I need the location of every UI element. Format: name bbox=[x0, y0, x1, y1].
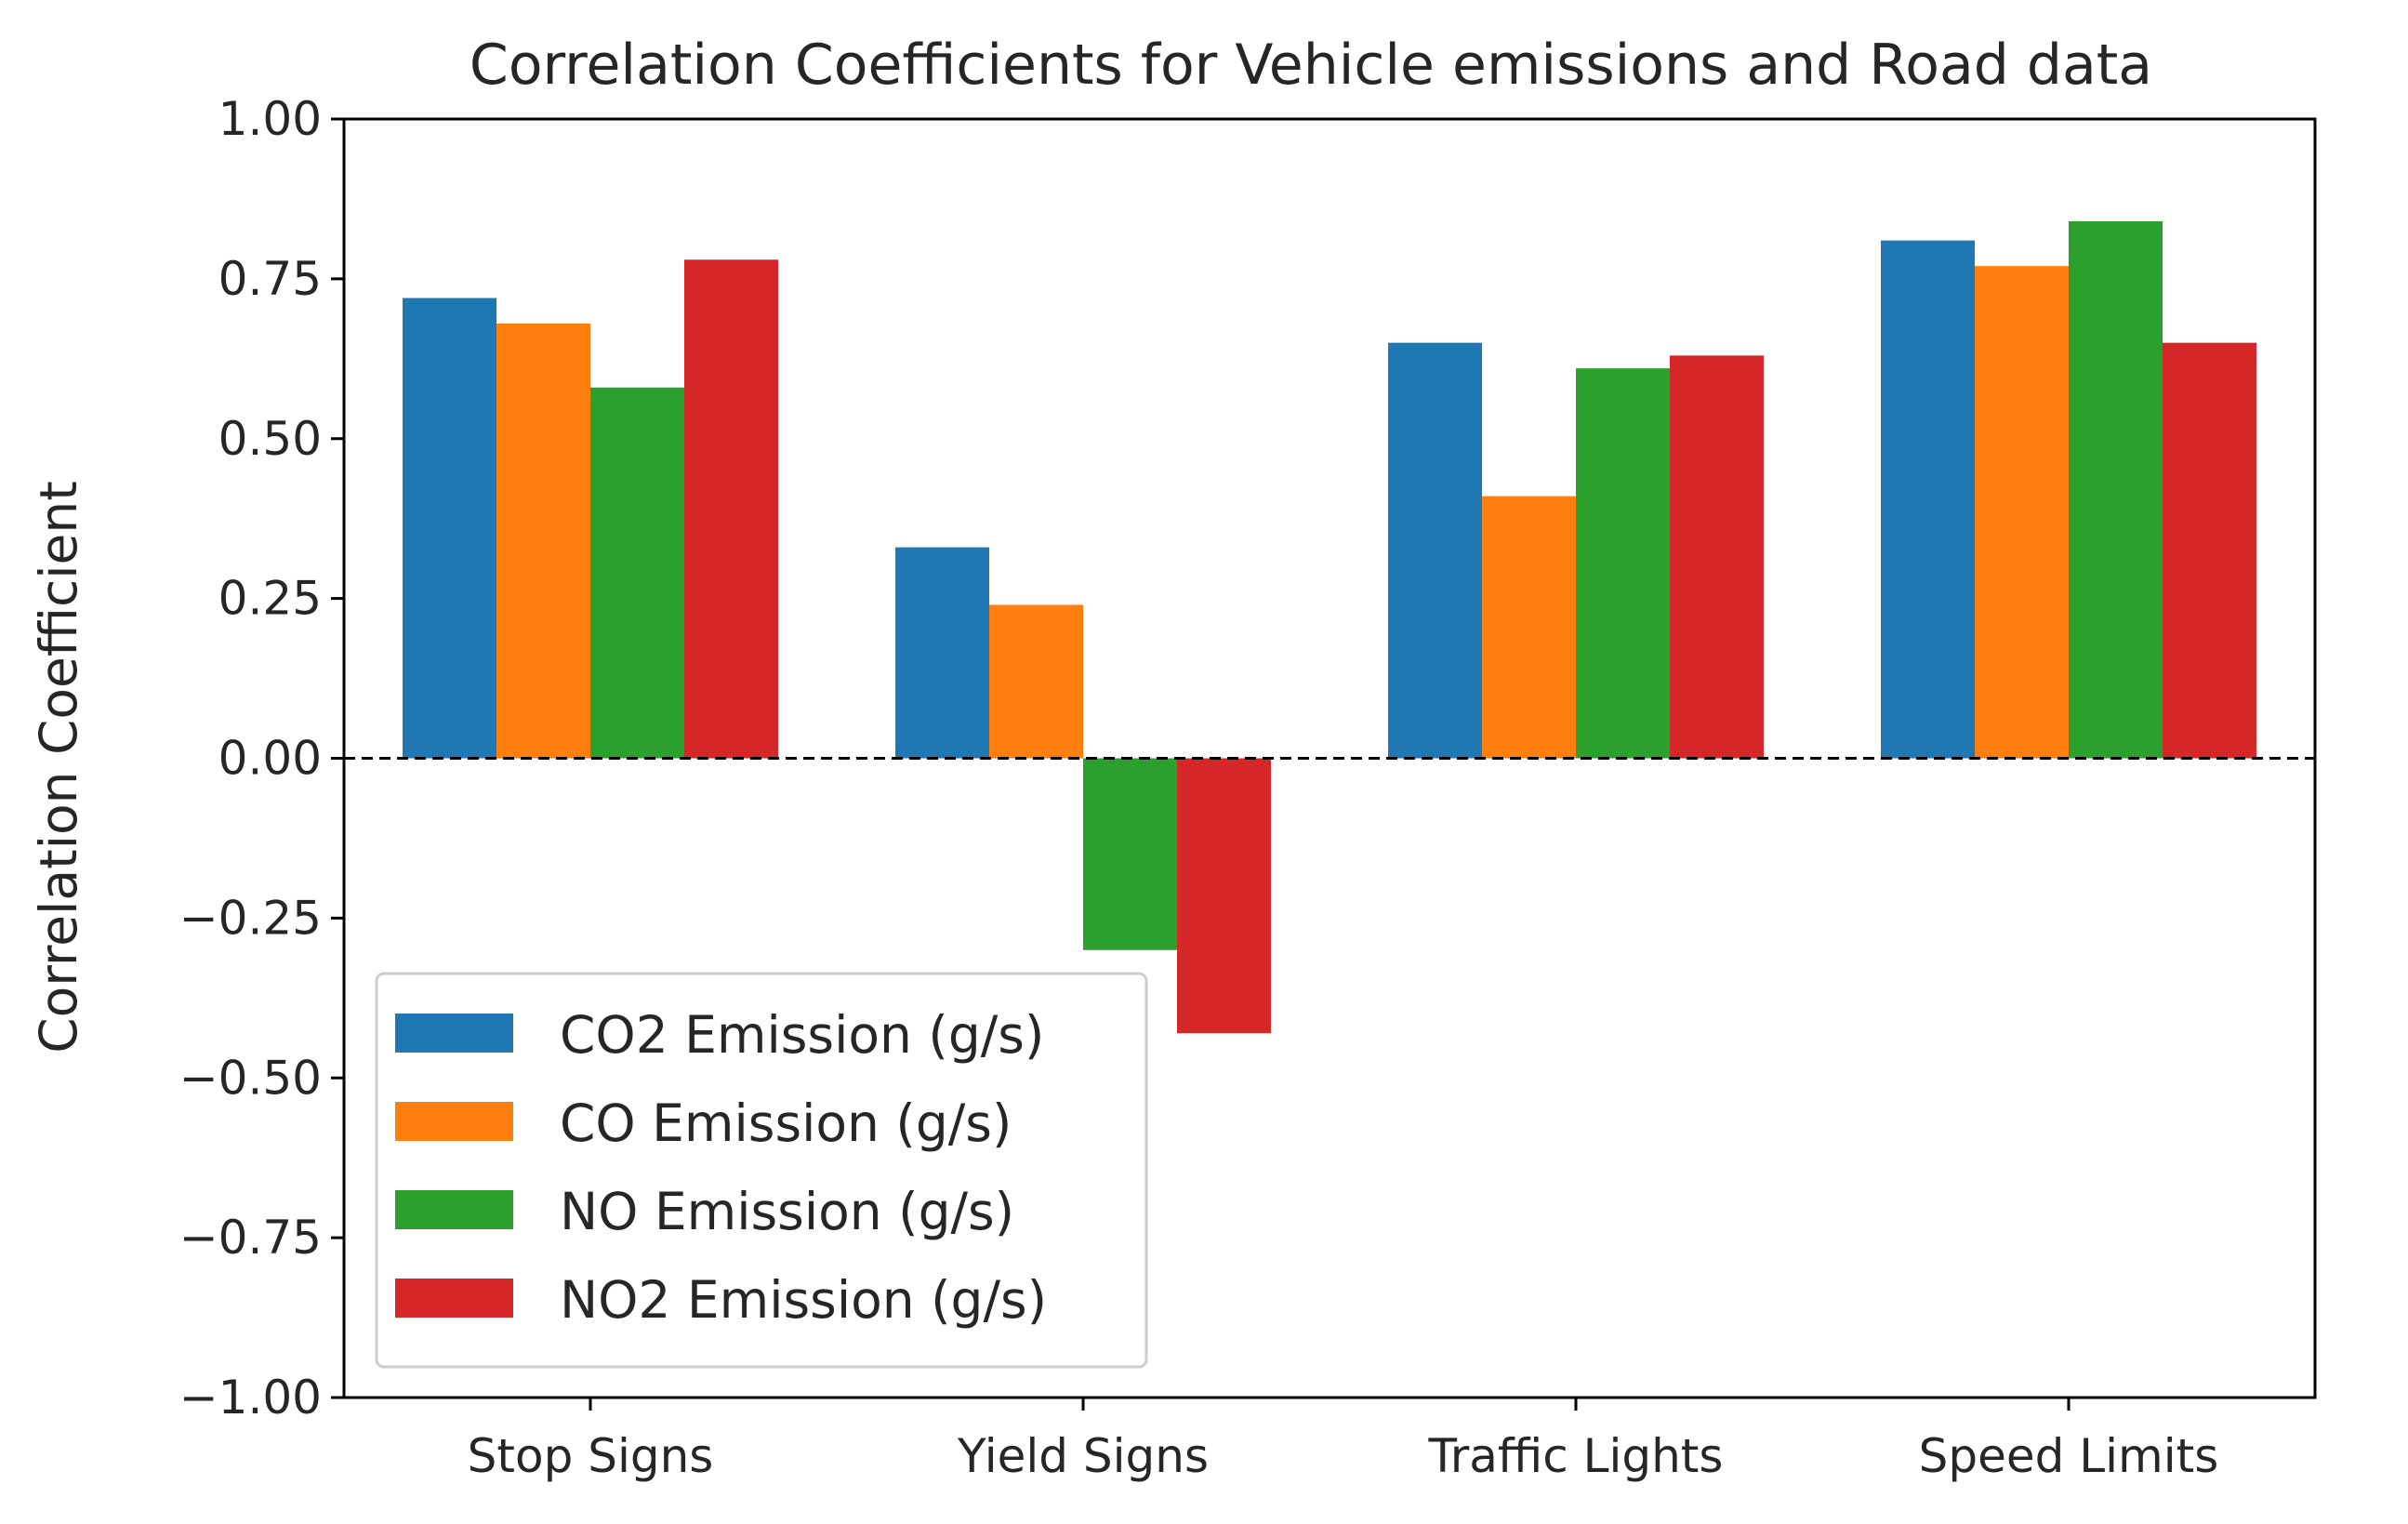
y-tick-label: 0.25 bbox=[218, 572, 322, 626]
legend: CO2 Emission (g/s) CO Emission (g/s) NO Em… bbox=[375, 972, 1148, 1369]
y-ticks-group: 1.00 0.75 0.50 0.25 0.00 −0.25 −0.50 −0.75 −1.00 bbox=[179, 92, 344, 1425]
bar-yield-signs-4 bbox=[1177, 758, 1271, 1034]
bar-traffic-lights-2 bbox=[1482, 496, 1576, 759]
bar-yield-signs-2 bbox=[989, 604, 1083, 759]
bar-traffic-lights-1 bbox=[1388, 342, 1482, 759]
y-tick-label: −0.50 bbox=[179, 1051, 322, 1105]
legend-swatch bbox=[395, 1279, 513, 1318]
y-tick-label: −0.75 bbox=[179, 1211, 322, 1265]
x-tick-label: Stop Signs bbox=[468, 1429, 714, 1483]
bar-stop-signs-3 bbox=[590, 387, 684, 759]
y-axis-label: Correlation Coefficient bbox=[29, 481, 88, 1054]
x-ticks-group: Stop Signs Yield Signs Traffic Lights Speed… bbox=[468, 1398, 2219, 1483]
bar-speed-limits-1 bbox=[1881, 240, 1975, 759]
legend-frame bbox=[375, 972, 1148, 1369]
legend-swatch bbox=[395, 1014, 513, 1053]
bar-yield-signs-1 bbox=[895, 547, 989, 759]
bar-speed-limits-2 bbox=[1975, 266, 2069, 759]
x-tick-label: Yield Signs bbox=[957, 1429, 1209, 1483]
legend-label: NO2 Emission (g/s) bbox=[560, 1270, 1047, 1330]
bar-stop-signs-4 bbox=[684, 259, 778, 759]
bar-yield-signs-3 bbox=[1083, 758, 1177, 950]
legend-swatch bbox=[395, 1102, 513, 1141]
chart-title: Correlation Coefficients for Vehicle emi… bbox=[470, 33, 2152, 98]
x-tick-label: Traffic Lights bbox=[1428, 1429, 1724, 1483]
y-tick-label: 0.50 bbox=[218, 412, 322, 466]
bar-stop-signs-1 bbox=[403, 298, 496, 759]
bar-traffic-lights-3 bbox=[1576, 368, 1670, 759]
bars-group bbox=[403, 221, 2256, 1034]
bar-stop-signs-2 bbox=[496, 324, 590, 759]
plot-frame bbox=[342, 117, 2317, 1399]
legend-swatch bbox=[395, 1190, 513, 1229]
legend-label: CO Emission (g/s) bbox=[560, 1093, 1012, 1153]
bar-speed-limits-3 bbox=[2069, 221, 2163, 759]
y-tick-label: −0.25 bbox=[179, 891, 322, 945]
bar-traffic-lights-4 bbox=[1670, 355, 1764, 759]
y-tick-label: 1.00 bbox=[218, 92, 322, 146]
legend-label: NO Emission (g/s) bbox=[560, 1182, 1014, 1241]
y-tick-label: −1.00 bbox=[179, 1371, 322, 1425]
bar-speed-limits-4 bbox=[2163, 342, 2256, 759]
y-tick-label: 0.00 bbox=[218, 732, 322, 786]
x-tick-label: Speed Limits bbox=[1919, 1429, 2219, 1483]
y-tick-label: 0.75 bbox=[218, 252, 322, 306]
legend-label: CO2 Emission (g/s) bbox=[560, 1005, 1044, 1065]
